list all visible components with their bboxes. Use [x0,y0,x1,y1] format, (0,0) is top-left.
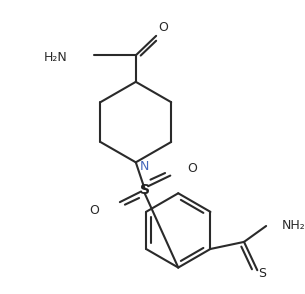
Text: N: N [139,160,149,173]
Text: H₂N: H₂N [44,51,68,64]
Text: O: O [187,162,197,175]
Text: NH₂: NH₂ [282,220,305,233]
Text: O: O [89,203,99,217]
Text: S: S [258,267,266,280]
Text: S: S [140,183,150,197]
Text: O: O [158,21,168,34]
